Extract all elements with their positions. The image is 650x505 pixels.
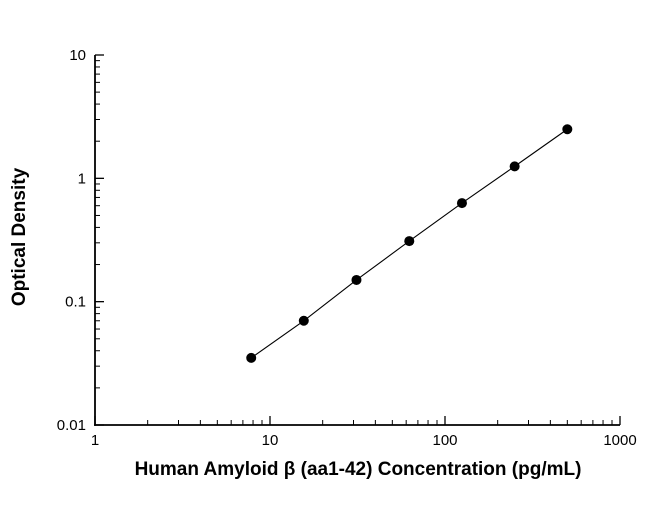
data-point [456,198,467,209]
data-point [562,124,573,135]
y-tick-label: 1 [78,170,86,187]
y-tick-label: 10 [69,47,86,64]
y-tick-label: 0.1 [65,294,86,311]
x-axis-title: Human Amyloid β (aa1-42) Concentration (… [134,459,582,480]
data-point [298,315,309,326]
y-tick-label: 0.01 [57,417,86,434]
data-point [246,352,257,363]
data-point [404,236,415,247]
x-tick-label: 1 [91,432,99,449]
x-tick-label: 10 [262,432,279,449]
data-point [351,274,362,285]
data-point [509,161,520,172]
x-tick-label: 100 [432,432,457,449]
x-tick-label: 1000 [603,432,636,449]
y-axis-title: Optical Density [9,167,30,307]
